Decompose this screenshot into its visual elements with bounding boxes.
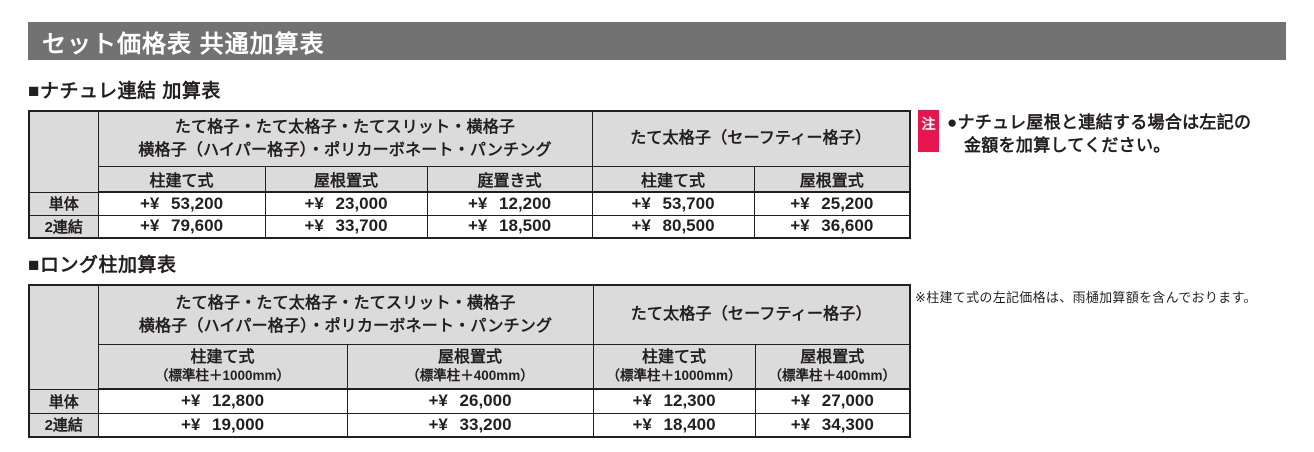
- column-header: 屋根置式 （標準柱＋400mm）: [754, 343, 911, 390]
- column-header-line1: 屋根置式: [800, 349, 865, 367]
- nature-addition-table: たて格子・たて太格子・たてスリット・横格子 横格子（ハイパー格子）・ポリカーボネ…: [28, 110, 911, 239]
- group-header-lattice-line2: 横格子（ハイパー格子）・ポリカーボネート・パンチング: [138, 141, 552, 159]
- table-row: 単体 +¥ 12,800 +¥ 26,000 +¥ 12,300 +¥ 27,0…: [28, 388, 911, 414]
- corner-cell: [28, 110, 99, 193]
- price-cell: +¥ 79,600: [97, 214, 266, 239]
- note-line2: 金額を加算してください。: [964, 136, 1171, 155]
- price-cell: +¥ 25,200: [753, 191, 911, 216]
- price-cell: +¥ 12,300: [592, 388, 756, 414]
- row-header: 2連結: [28, 214, 99, 239]
- long-pillar-addition-table: たて格子・たて太格子・たてスリット・横格子 横格子（ハイパー格子）・ポリカーボネ…: [28, 284, 911, 438]
- price-cell: +¥ 53,200: [97, 191, 266, 216]
- title-bar: セット価格表 共通加算表: [28, 22, 1286, 60]
- column-header-line1: 柱建て式: [190, 349, 255, 367]
- table-header-group-row: たて格子・たて太格子・たてスリット・横格子 横格子（ハイパー格子）・ポリカーボネ…: [28, 284, 911, 390]
- note-line1: ●ナチュレ屋根と連結する場合は左記の: [947, 113, 1252, 132]
- group-header-safety: たて太格子（セーフティー格子）: [592, 284, 911, 345]
- price-cell: +¥ 33,200: [346, 412, 594, 438]
- note-badge: 注: [918, 110, 939, 152]
- column-header: 庭置き式: [426, 165, 593, 193]
- column-header: 屋根置式: [264, 165, 428, 193]
- column-header: 柱建て式: [97, 165, 266, 193]
- column-header-line2: （標準柱＋1000mm）: [606, 368, 742, 384]
- price-cell: +¥ 18,500: [426, 214, 593, 239]
- note-text: ●ナチュレ屋根と連結する場合は左記の 金額を加算してください。: [947, 110, 1251, 157]
- price-cell: +¥ 80,500: [591, 214, 755, 239]
- row-header: 単体: [28, 191, 99, 216]
- group-header-lattice-line2: 横格子（ハイパー格子）・ポリカーボネート・パンチング: [138, 317, 553, 335]
- column-header: 柱建て式 （標準柱＋1000mm）: [97, 343, 348, 390]
- table-header-group-row: たて格子・たて太格子・たてスリット・横格子 横格子（ハイパー格子）・ポリカーボネ…: [28, 110, 911, 193]
- section-title-long-pillar: ■ロング柱加算表: [28, 255, 177, 276]
- price-cell: +¥ 12,200: [426, 191, 593, 216]
- column-header-line2: （標準柱＋1000mm）: [154, 368, 291, 384]
- note-long-pillar: ※柱建て式の左記価格は、雨樋加算額を含んでおります。: [915, 290, 1257, 305]
- column-header: 屋根置式: [753, 165, 911, 193]
- price-cell: +¥ 34,300: [754, 412, 911, 438]
- table-row: 2連結 +¥ 79,600 +¥ 33,700 +¥ 18,500 +¥ 80,…: [28, 214, 911, 239]
- row-header: 2連結: [28, 412, 99, 438]
- column-header: 柱建て式: [591, 165, 755, 193]
- price-cell: +¥ 23,000: [264, 191, 428, 216]
- price-cell: +¥ 36,600: [753, 214, 911, 239]
- group-header-lattice: たて格子・たて太格子・たてスリット・横格子 横格子（ハイパー格子）・ポリカーボネ…: [97, 284, 594, 345]
- row-header: 単体: [28, 388, 99, 414]
- column-header: 柱建て式 （標準柱＋1000mm）: [592, 343, 756, 390]
- corner-cell: [28, 284, 99, 390]
- price-cell: +¥ 33,700: [264, 214, 428, 239]
- table-column-header-row: 柱建て式 屋根置式 庭置き式 柱建て式 屋根置式: [29, 165, 911, 193]
- column-header-line1: 屋根置式: [437, 349, 502, 367]
- title-bar-text: セット価格表 共通加算表: [42, 30, 325, 58]
- column-header-line2: （標準柱＋400mm）: [406, 368, 534, 384]
- section-title-nature: ■ナチュレ連結 加算表: [28, 81, 221, 102]
- column-header-line1: 柱建て式: [641, 349, 706, 367]
- price-cell: +¥ 18,400: [592, 412, 756, 438]
- column-header-line2: （標準柱＋400mm）: [768, 368, 897, 384]
- group-header-lattice-line1: たて格子・たて太格子・たてスリット・横格子: [174, 118, 516, 136]
- group-header-safety: たて太格子（セーフティー格子）: [591, 110, 911, 167]
- group-header-lattice-line1: たて格子・たて太格子・たてスリット・横格子: [175, 294, 516, 312]
- note-nature: 注 ●ナチュレ屋根と連結する場合は左記の 金額を加算してください。: [918, 110, 1251, 157]
- price-cell: +¥ 53,700: [591, 191, 755, 216]
- group-header-lattice: たて格子・たて太格子・たてスリット・横格子 横格子（ハイパー格子）・ポリカーボネ…: [97, 110, 593, 167]
- price-cell: +¥ 26,000: [346, 388, 594, 414]
- table-column-header-row: 柱建て式 （標準柱＋1000mm） 屋根置式 （標準柱＋400mm） 柱建て式 …: [29, 343, 911, 390]
- column-header: 屋根置式 （標準柱＋400mm）: [346, 343, 594, 390]
- price-cell: +¥ 12,800: [97, 388, 348, 414]
- price-cell: +¥ 27,000: [754, 388, 911, 414]
- table-row: 2連結 +¥ 19,000 +¥ 33,200 +¥ 18,400 +¥ 34,…: [28, 412, 911, 438]
- table-row: 単体 +¥ 53,200 +¥ 23,000 +¥ 12,200 +¥ 53,7…: [28, 191, 911, 216]
- price-cell: +¥ 19,000: [97, 412, 348, 438]
